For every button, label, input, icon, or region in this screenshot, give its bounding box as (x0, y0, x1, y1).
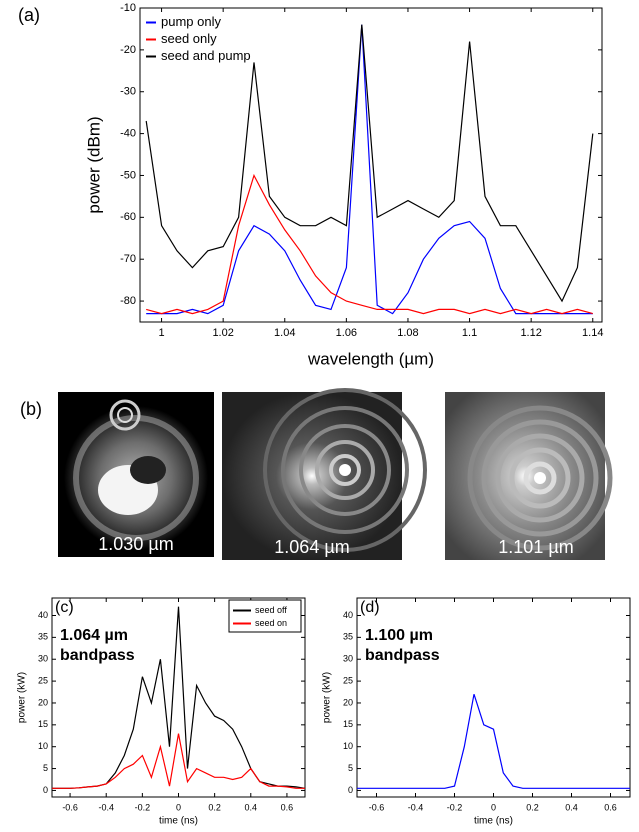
x-tick-label: 1.06 (336, 327, 357, 339)
x-tick-label: -0.4 (98, 802, 114, 812)
plot-frame (139, 7, 603, 323)
image-caption: 1.064 µm (274, 537, 349, 557)
x-tick-label: 0.2 (526, 802, 539, 812)
y-axis-label: power (kW) (322, 672, 333, 723)
y-tick-label: 15 (38, 719, 48, 729)
x-tick-label: 0.6 (281, 802, 294, 812)
x-tick-label: 1 (158, 327, 164, 339)
series-line (146, 24, 593, 315)
x-tick-label: -0.6 (62, 802, 78, 812)
series-line (146, 173, 593, 315)
y-tick-label: 25 (38, 675, 48, 685)
y-tick-label: 35 (343, 632, 353, 642)
legend-label: seed and pump (161, 48, 251, 63)
x-tick-label: 1.14 (582, 327, 603, 339)
mode-image: 1.030 µm (58, 392, 214, 557)
y-axis-label: power (kW) (17, 672, 28, 723)
x-tick-label: 0.4 (565, 802, 578, 812)
x-tick-label: 1.04 (274, 327, 295, 339)
series-line (145, 24, 594, 303)
y-tick-label: 10 (38, 741, 48, 751)
y-axis-label: power (dBm) (84, 116, 103, 213)
x-tick-label: 0.4 (245, 802, 258, 812)
x-tick-label: -0.2 (135, 802, 151, 812)
y-tick-label: 5 (348, 763, 353, 773)
x-tick-label: 0.2 (208, 802, 221, 812)
y-tick-label: 20 (343, 697, 353, 707)
annotation: 1.064 µm (60, 627, 128, 644)
annotation: 1.100 µm (365, 627, 433, 644)
x-axis-label: time (ns) (159, 816, 198, 827)
y-tick-label: -70 (120, 253, 136, 265)
x-tick-label: 0.6 (604, 802, 617, 812)
y-tick-label: 15 (343, 719, 353, 729)
annotation: bandpass (365, 647, 440, 664)
x-axis-label: time (ns) (474, 816, 513, 827)
x-tick-label: 1.12 (520, 327, 541, 339)
y-tick-label: 40 (343, 610, 353, 620)
panel-label: (c) (55, 599, 74, 616)
legend-label: seed only (161, 31, 217, 46)
y-tick-label: 40 (38, 610, 48, 620)
y-tick-label: -10 (120, 2, 136, 14)
legend-label: seed on (255, 618, 287, 628)
y-tick-label: -60 (120, 211, 136, 223)
y-tick-label: -30 (120, 86, 136, 98)
mode-image: 1.064 µm (222, 388, 427, 560)
y-tick-label: 20 (38, 697, 48, 707)
y-tick-label: -20 (120, 44, 136, 56)
x-tick-label: 1.08 (397, 327, 418, 339)
panel-label: (a) (18, 5, 40, 25)
y-tick-label: 35 (38, 632, 48, 642)
annotation: bandpass (60, 647, 135, 664)
y-tick-label: -80 (120, 295, 136, 307)
x-tick-label: -0.6 (369, 802, 385, 812)
legend-label: seed off (255, 605, 287, 615)
image-caption: 1.030 µm (98, 534, 173, 554)
x-tick-label: 0 (176, 802, 181, 812)
x-tick-label: 1.02 (212, 327, 233, 339)
x-tick-label: -0.2 (447, 802, 463, 812)
x-tick-label: 1.1 (462, 327, 477, 339)
x-tick-label: 0 (491, 802, 496, 812)
legend-label: pump only (161, 14, 221, 29)
x-axis-label: wavelength (µm) (307, 349, 434, 368)
panel-label: (d) (360, 599, 380, 616)
x-tick-label: -0.4 (408, 802, 424, 812)
y-tick-label: -50 (120, 169, 136, 181)
y-tick-label: -40 (120, 128, 136, 140)
y-tick-label: 0 (348, 785, 353, 795)
series-line (52, 733, 305, 789)
mode-image: 1.101 µm (445, 392, 613, 560)
y-tick-label: 0 (43, 785, 48, 795)
y-tick-label: 30 (343, 654, 353, 664)
y-tick-label: 10 (343, 741, 353, 751)
panel-label: (b) (20, 399, 42, 419)
image-caption: 1.101 µm (498, 537, 573, 557)
y-tick-label: 25 (343, 675, 353, 685)
y-tick-label: 30 (38, 654, 48, 664)
plot-frame (356, 597, 631, 798)
legend-box (228, 599, 302, 633)
series-line (357, 694, 630, 789)
y-tick-label: 5 (43, 763, 48, 773)
